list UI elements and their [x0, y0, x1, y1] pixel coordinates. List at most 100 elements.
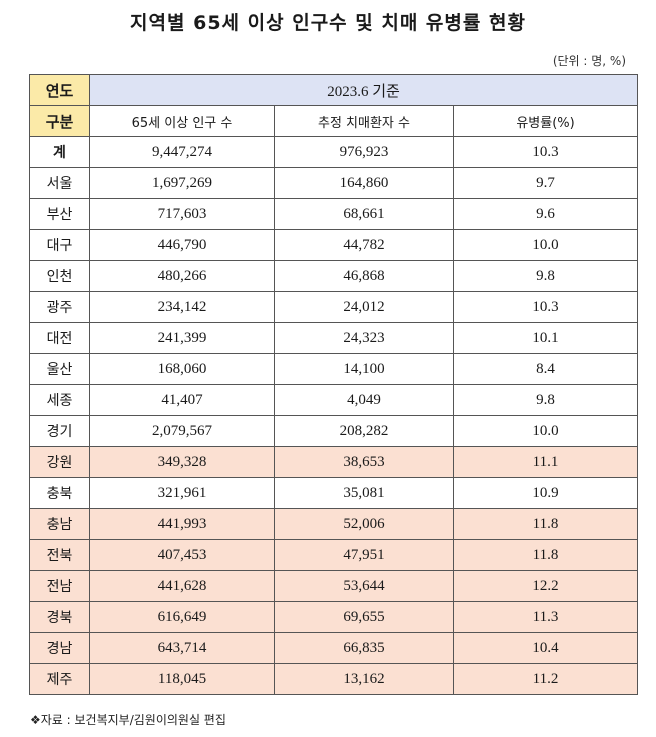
population-cell: 717,603 [89, 198, 275, 230]
rate-cell: 11.3 [452, 601, 639, 633]
table-row: 울산 168,060 14,100 8.4 [29, 353, 639, 385]
rate-cell: 8.4 [452, 353, 639, 385]
rate-cell: 9.7 [452, 167, 639, 199]
table-row: 경기 2,079,567 208,282 10.0 [29, 415, 639, 447]
population-cell: 407,453 [89, 539, 275, 571]
region-cell: 제주 [29, 663, 90, 695]
region-cell: 대전 [29, 322, 90, 354]
population-cell: 9,447,274 [89, 136, 275, 168]
table-row: 경북 616,649 69,655 11.3 [29, 601, 639, 633]
region-cell: 서울 [29, 167, 90, 199]
region-cell: 충북 [29, 477, 90, 509]
patients-cell: 35,081 [274, 477, 454, 509]
region-cell: 경기 [29, 415, 90, 447]
unit-note: (단위 : 명, %) [552, 54, 626, 68]
table-row: 대구 446,790 44,782 10.0 [29, 229, 639, 261]
dementia-stats-table: 연도 2023.6 기준 구분 65세 이상 인구 수 추정 치매환자 수 유병… [29, 74, 639, 695]
total-row: 계 9,447,274 976,923 10.3 [29, 136, 639, 168]
patients-cell: 69,655 [274, 601, 454, 633]
population-cell: 2,079,567 [89, 415, 275, 447]
region-cell: 세종 [29, 384, 90, 416]
population-cell: 441,993 [89, 508, 275, 540]
region-cell: 인천 [29, 260, 90, 292]
patients-cell: 4,049 [274, 384, 454, 416]
rate-cell: 10.4 [452, 632, 639, 664]
table-row: 전북 407,453 47,951 11.8 [29, 539, 639, 571]
rate-cell: 10.0 [452, 415, 639, 447]
rate-cell: 11.1 [452, 446, 639, 478]
column-header-rate: 유병률(%) [452, 105, 639, 137]
column-header-population: 65세 이상 인구 수 [89, 105, 275, 137]
patients-cell: 53,644 [274, 570, 454, 602]
population-cell: 168,060 [89, 353, 275, 385]
population-cell: 321,961 [89, 477, 275, 509]
year-label: 연도 [29, 74, 90, 106]
patients-cell: 38,653 [274, 446, 454, 478]
region-cell: 광주 [29, 291, 90, 323]
patients-cell: 47,951 [274, 539, 454, 571]
population-cell: 616,649 [89, 601, 275, 633]
table-row: 경남 643,714 66,835 10.4 [29, 632, 639, 664]
table-row: 대전 241,399 24,323 10.1 [29, 322, 639, 354]
patients-cell: 66,835 [274, 632, 454, 664]
region-cell: 경북 [29, 601, 90, 633]
population-cell: 118,045 [89, 663, 275, 695]
rate-cell: 10.3 [452, 136, 639, 168]
category-label: 구분 [29, 105, 90, 137]
rate-cell: 11.2 [452, 663, 639, 695]
header-row-period: 연도 2023.6 기준 [29, 74, 639, 106]
period-label: 2023.6 기준 [88, 74, 639, 106]
source-note: ❖자료 : 보건복지부/김원이의원실 편집 [30, 713, 226, 727]
patients-cell: 24,012 [274, 291, 454, 323]
patients-cell: 52,006 [274, 508, 454, 540]
patients-cell: 976,923 [274, 136, 454, 168]
table-row: 전남 441,628 53,644 12.2 [29, 570, 639, 602]
table-row: 충북 321,961 35,081 10.9 [29, 477, 639, 509]
table-row: 서울 1,697,269 164,860 9.7 [29, 167, 639, 199]
rate-cell: 9.6 [452, 198, 639, 230]
patients-cell: 164,860 [274, 167, 454, 199]
region-cell: 강원 [29, 446, 90, 478]
table-body: 연도 2023.6 기준 구분 65세 이상 인구 수 추정 치매환자 수 유병… [29, 74, 639, 695]
rate-cell: 11.8 [452, 539, 639, 571]
table-row: 부산 717,603 68,661 9.6 [29, 198, 639, 230]
region-cell: 전북 [29, 539, 90, 571]
population-cell: 241,399 [89, 322, 275, 354]
rate-cell: 10.0 [452, 229, 639, 261]
rate-cell: 10.3 [452, 291, 639, 323]
region-cell: 계 [29, 136, 90, 168]
region-cell: 경남 [29, 632, 90, 664]
patients-cell: 13,162 [274, 663, 454, 695]
patients-cell: 14,100 [274, 353, 454, 385]
population-cell: 1,697,269 [89, 167, 275, 199]
table-row: 제주 118,045 13,162 11.2 [29, 663, 639, 695]
region-cell: 전남 [29, 570, 90, 602]
rate-cell: 12.2 [452, 570, 639, 602]
region-cell: 울산 [29, 353, 90, 385]
patients-cell: 46,868 [274, 260, 454, 292]
population-cell: 234,142 [89, 291, 275, 323]
population-cell: 480,266 [89, 260, 275, 292]
population-cell: 41,407 [89, 384, 275, 416]
rate-cell: 10.9 [452, 477, 639, 509]
table-row: 인천 480,266 46,868 9.8 [29, 260, 639, 292]
table-row: 광주 234,142 24,012 10.3 [29, 291, 639, 323]
table-row: 세종 41,407 4,049 9.8 [29, 384, 639, 416]
table-row: 강원 349,328 38,653 11.1 [29, 446, 639, 478]
page-title: 지역별 65세 이상 인구수 및 치매 유병률 현황 [130, 12, 526, 34]
rate-cell: 9.8 [452, 260, 639, 292]
population-cell: 643,714 [89, 632, 275, 664]
region-cell: 충남 [29, 508, 90, 540]
rate-cell: 9.8 [452, 384, 639, 416]
patients-cell: 24,323 [274, 322, 454, 354]
header-row-columns: 구분 65세 이상 인구 수 추정 치매환자 수 유병률(%) [29, 105, 639, 137]
region-cell: 대구 [29, 229, 90, 261]
patients-cell: 44,782 [274, 229, 454, 261]
rate-cell: 11.8 [452, 508, 639, 540]
table-row: 충남 441,993 52,006 11.8 [29, 508, 639, 540]
population-cell: 349,328 [89, 446, 275, 478]
rate-cell: 10.1 [452, 322, 639, 354]
patients-cell: 208,282 [274, 415, 454, 447]
column-header-patients: 추정 치매환자 수 [274, 105, 454, 137]
population-cell: 441,628 [89, 570, 275, 602]
